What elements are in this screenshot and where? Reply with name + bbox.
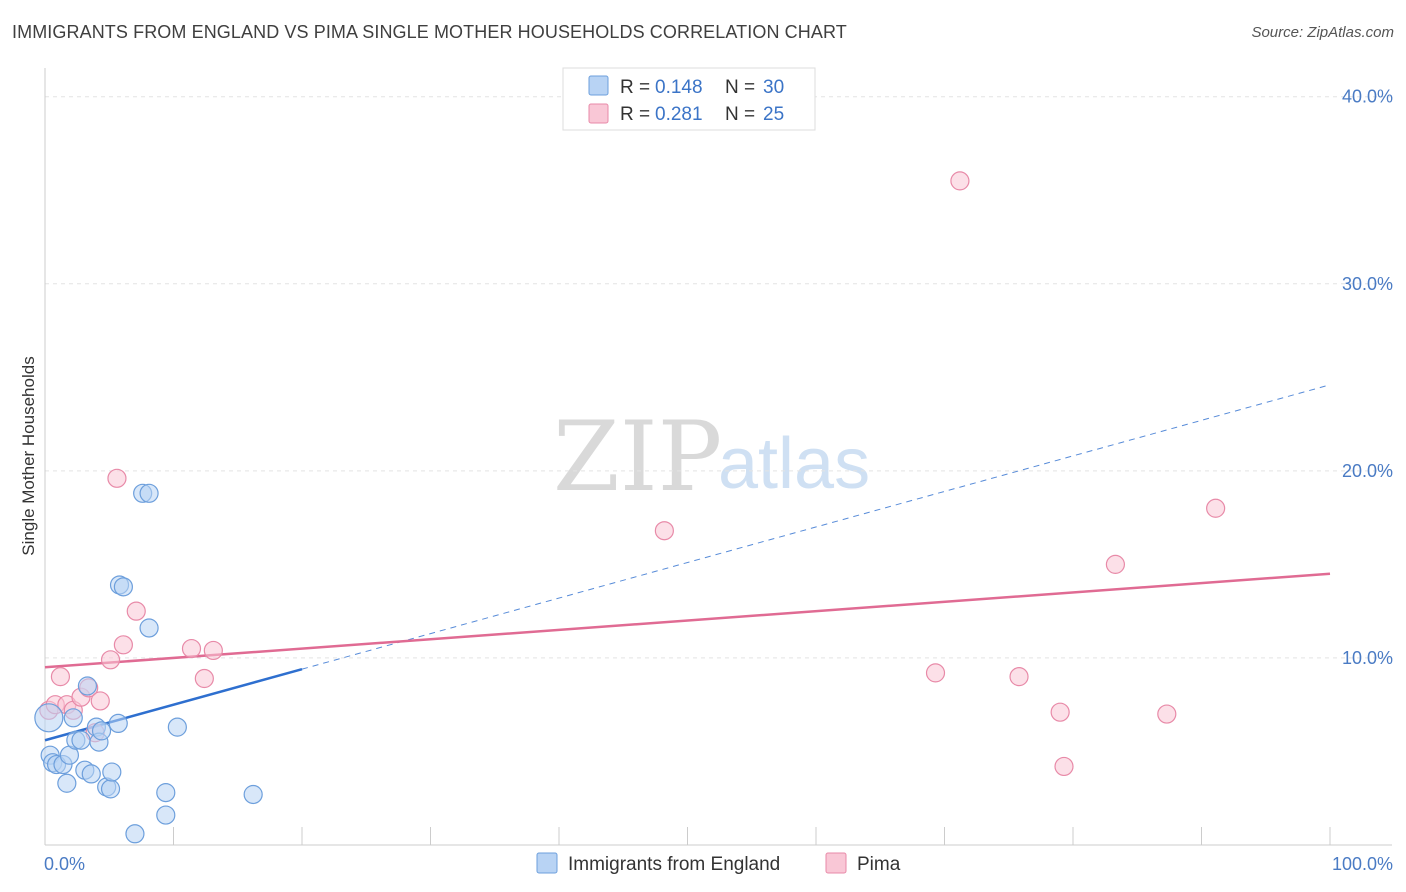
data-point-pima — [925, 663, 946, 683]
series-label-england: Immigrants from England — [568, 854, 780, 875]
source-credit: Source: ZipAtlas.com — [1251, 24, 1394, 41]
data-point-england — [77, 676, 98, 696]
data-point-england — [102, 762, 122, 782]
data-point-england — [156, 805, 176, 825]
legend-r-label-2: R = — [620, 104, 650, 125]
data-point-england — [125, 824, 145, 844]
data-point-england — [156, 783, 176, 803]
y-tick-label: 30.0% — [1342, 274, 1393, 294]
data-point-pima — [203, 640, 223, 661]
data-point-england — [167, 717, 187, 737]
legend-n-label-1: N = — [725, 77, 755, 98]
watermark-zip: ZIP — [553, 401, 722, 513]
legend-r-value-2: 0.281 — [655, 104, 703, 125]
data-point-england — [57, 773, 77, 793]
y-tick-label: 40.0% — [1342, 87, 1393, 107]
data-point-england — [63, 708, 83, 728]
data-point-pima — [90, 691, 110, 711]
data-points — [34, 171, 1226, 844]
legend-n-label-2: N = — [725, 104, 755, 125]
legend-n-value-2: 25 — [763, 104, 784, 125]
trend-line-pima — [44, 572, 1331, 669]
y-tick-labels: 10.0% 20.0% 30.0% 40.0% — [1342, 87, 1393, 668]
data-point-pima — [181, 638, 202, 659]
series-swatch-blue — [536, 852, 558, 874]
legend-swatch-pink — [588, 103, 609, 124]
data-point-england — [139, 483, 159, 503]
data-point-pima — [50, 667, 71, 687]
data-point-pima — [1105, 554, 1126, 574]
y-axis-title: Single Mother Households — [19, 356, 38, 555]
y-tick-label: 20.0% — [1342, 461, 1393, 481]
grid-lines — [45, 96, 1392, 659]
data-point-england — [100, 779, 121, 799]
data-point-pima — [1206, 498, 1226, 518]
series-legend: Immigrants from England Pima — [536, 852, 901, 875]
y-tick-label: 10.0% — [1342, 648, 1393, 668]
series-swatch-pink — [825, 852, 847, 874]
stats-legend: R = 0.148 N = 30 R = 0.281 N = 25 — [562, 67, 816, 131]
x-tick-label-min: 0.0% — [44, 854, 85, 874]
data-point-pima — [1054, 756, 1074, 777]
data-point-pima — [100, 650, 121, 670]
data-point-pima — [126, 601, 146, 621]
data-point-england — [139, 618, 159, 638]
data-point-england — [243, 784, 263, 805]
legend-r-value-1: 0.148 — [655, 77, 703, 98]
watermark-atlas: atlas — [718, 424, 870, 504]
data-point-england — [71, 730, 91, 750]
data-point-pima — [1009, 667, 1029, 687]
trend-line-england-extrapolated — [301, 384, 1331, 670]
chart-title: IMMIGRANTS FROM ENGLAND VS PIMA SINGLE M… — [12, 22, 847, 42]
x-tick-label-max: 100.0% — [1332, 854, 1393, 874]
data-point-england — [81, 764, 101, 784]
data-point-pima — [113, 635, 133, 655]
data-point-england — [34, 703, 64, 733]
data-point-england — [113, 577, 133, 597]
legend-n-value-1: 30 — [763, 77, 784, 98]
series-label-pima: Pima — [857, 854, 901, 875]
data-point-pima — [1157, 704, 1177, 724]
data-point-pima — [107, 468, 127, 488]
data-point-england — [108, 713, 128, 734]
data-point-pima — [1050, 702, 1070, 722]
data-point-pima — [194, 668, 214, 689]
data-point-pima — [950, 171, 970, 191]
legend-swatch-blue — [588, 75, 609, 96]
legend-r-label-1: R = — [620, 77, 650, 98]
data-point-pima — [654, 521, 674, 541]
data-point-england — [91, 721, 112, 741]
